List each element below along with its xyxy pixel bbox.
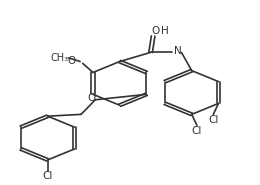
Text: Cl: Cl (192, 126, 202, 136)
Text: CH₃: CH₃ (50, 53, 69, 63)
Text: Cl: Cl (208, 115, 218, 125)
Text: O: O (87, 93, 95, 103)
Text: O: O (152, 26, 160, 36)
Text: H: H (161, 26, 168, 36)
Text: O: O (67, 56, 75, 66)
Text: N: N (174, 46, 181, 56)
Text: Cl: Cl (42, 171, 53, 181)
